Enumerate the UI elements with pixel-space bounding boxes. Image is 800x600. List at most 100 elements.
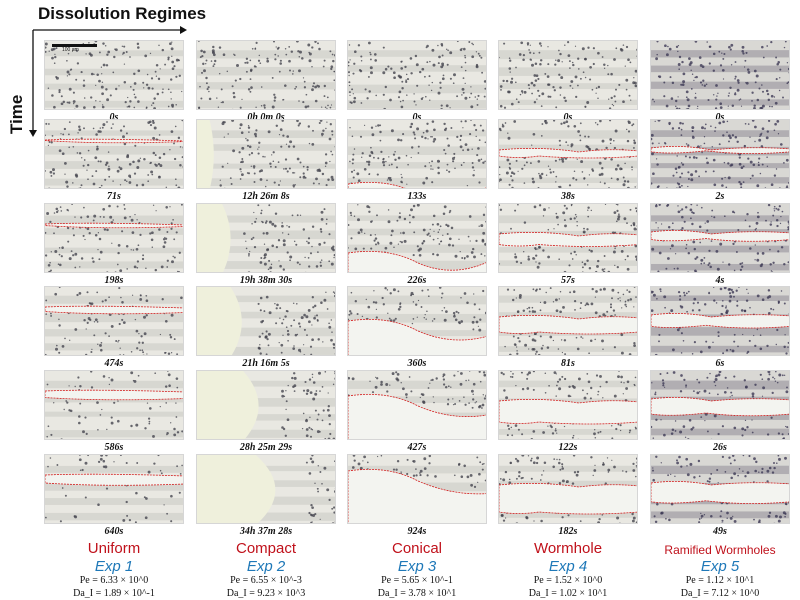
micrograph-panel	[650, 40, 790, 110]
time-stamp-label: 2s	[715, 191, 725, 202]
micrograph-image	[197, 41, 335, 109]
time-stamp-label: 38s	[561, 191, 575, 202]
experiment-label: Exp 2	[246, 558, 286, 575]
time-stamp-label: 81s	[561, 358, 575, 369]
micrograph-panel	[196, 454, 336, 524]
micrograph-panel	[44, 203, 184, 273]
time-stamp-label: 640s	[104, 526, 124, 537]
peclet-number: Pe = 5.65 × 10^-1	[381, 575, 453, 586]
time-stamp-label: 226s	[407, 275, 427, 286]
peclet-number: Pe = 6.55 × 10^-3	[230, 575, 302, 586]
dissolution-front	[348, 394, 486, 439]
time-stamp-label: 0s	[715, 112, 725, 123]
micrograph-image	[651, 287, 789, 355]
micrograph-panel	[44, 40, 184, 110]
micrograph-image	[45, 41, 183, 109]
time-stamp-label: 122s	[558, 442, 578, 453]
micrograph-panel	[650, 370, 790, 440]
micrograph-image	[348, 287, 486, 355]
micrograph-panel	[44, 454, 184, 524]
time-stamp-label: 26s	[713, 442, 727, 453]
micrograph-image	[499, 120, 637, 188]
micrograph-panel	[498, 286, 638, 356]
scale-bar	[52, 44, 97, 47]
time-stamp-label: 924s	[407, 526, 427, 537]
micrograph-image	[45, 287, 183, 355]
regime-label: Uniform	[87, 540, 141, 557]
time-stamp-label: 133s	[407, 191, 427, 202]
damkohler-number: Da_I = 7.12 × 10^0	[680, 588, 760, 599]
time-stamp-label: 21h 16m 5s	[242, 358, 290, 369]
time-stamp-label: 0s	[412, 112, 422, 123]
time-stamp-label: 0s	[563, 112, 573, 123]
experiment-label: Exp 3	[397, 558, 437, 575]
damkohler-number: Da_I = 9.23 × 10^3	[226, 588, 306, 599]
dissolution-front	[45, 305, 183, 315]
time-stamp-label: 71s	[107, 191, 121, 202]
micrograph-image	[197, 120, 335, 188]
micrograph-image	[651, 120, 789, 188]
micrograph-panel	[347, 119, 487, 189]
micrograph-image	[348, 455, 486, 523]
time-stamp-label: 474s	[104, 358, 124, 369]
micrograph-panel	[347, 286, 487, 356]
damkohler-number: Da_I = 1.89 × 10^-1	[73, 588, 155, 599]
time-stamp-label: 586s	[104, 442, 124, 453]
micrograph-image	[499, 287, 637, 355]
micrograph-image	[45, 120, 183, 188]
micrograph-panel	[347, 370, 487, 440]
regime-label: Compact	[235, 540, 297, 557]
micrograph-image	[348, 371, 486, 439]
time-stamp-label: 49s	[713, 526, 727, 537]
regime-label: Conical	[391, 540, 443, 557]
micrograph-image	[651, 371, 789, 439]
dissolution-front	[651, 313, 789, 329]
dissolution-front	[651, 230, 789, 242]
peclet-number: Pe = 1.52 × 10^0	[533, 575, 603, 586]
dissolution-front	[45, 222, 183, 229]
micrograph-panel	[44, 119, 184, 189]
micrograph-image	[499, 371, 637, 439]
dissolution-front	[45, 473, 183, 486]
regime-label: Wormhole	[533, 540, 603, 557]
regime-label: Ramified Wormholes	[664, 543, 776, 557]
dissolution-front	[651, 146, 789, 154]
micrograph-panel	[650, 203, 790, 273]
dissolution-front	[651, 481, 789, 504]
micrograph-image	[348, 120, 486, 188]
time-stamp-label: 28h 25m 29s	[239, 442, 293, 453]
peclet-number: Pe = 1.12 × 10^1	[685, 575, 755, 586]
time-stamp-label: 6s	[715, 358, 725, 369]
micrograph-panel	[196, 370, 336, 440]
time-stamp-label: 12h 26m 8s	[242, 191, 290, 202]
time-stamp-label: 57s	[561, 275, 575, 286]
micrograph-panel	[44, 286, 184, 356]
micrograph-image	[499, 204, 637, 272]
dissolution-front	[45, 138, 183, 144]
time-stamp-label: 34h 37m 28s	[239, 526, 293, 537]
time-stamp-label: 0h 0m 0s	[247, 112, 285, 123]
dissolution-front	[651, 397, 789, 417]
micrograph-image	[197, 455, 335, 523]
micrograph-panel	[196, 40, 336, 110]
figure-title: Dissolution Regimes	[38, 4, 207, 23]
micrograph-panel	[196, 286, 336, 356]
dissolution-front	[499, 232, 637, 247]
micrograph-image	[651, 41, 789, 109]
micrograph-image	[348, 41, 486, 109]
time-stamp-label: 182s	[558, 526, 578, 537]
time-axis-arrowhead	[29, 130, 37, 137]
micrograph-image	[651, 204, 789, 272]
dissolution-front	[348, 251, 486, 272]
micrograph-panel	[650, 286, 790, 356]
micrograph-panel	[650, 454, 790, 524]
time-stamp-label: 198s	[104, 275, 124, 286]
micrograph-panel	[347, 203, 487, 273]
time-stamp-label: 360s	[407, 358, 427, 369]
micrograph-panel	[650, 119, 790, 189]
micrograph-image	[499, 455, 637, 523]
micrograph-panel	[347, 454, 487, 524]
experiment-label: Exp 4	[548, 558, 588, 575]
experiment-label: Exp 5	[700, 558, 740, 575]
micrograph-image	[651, 455, 789, 523]
